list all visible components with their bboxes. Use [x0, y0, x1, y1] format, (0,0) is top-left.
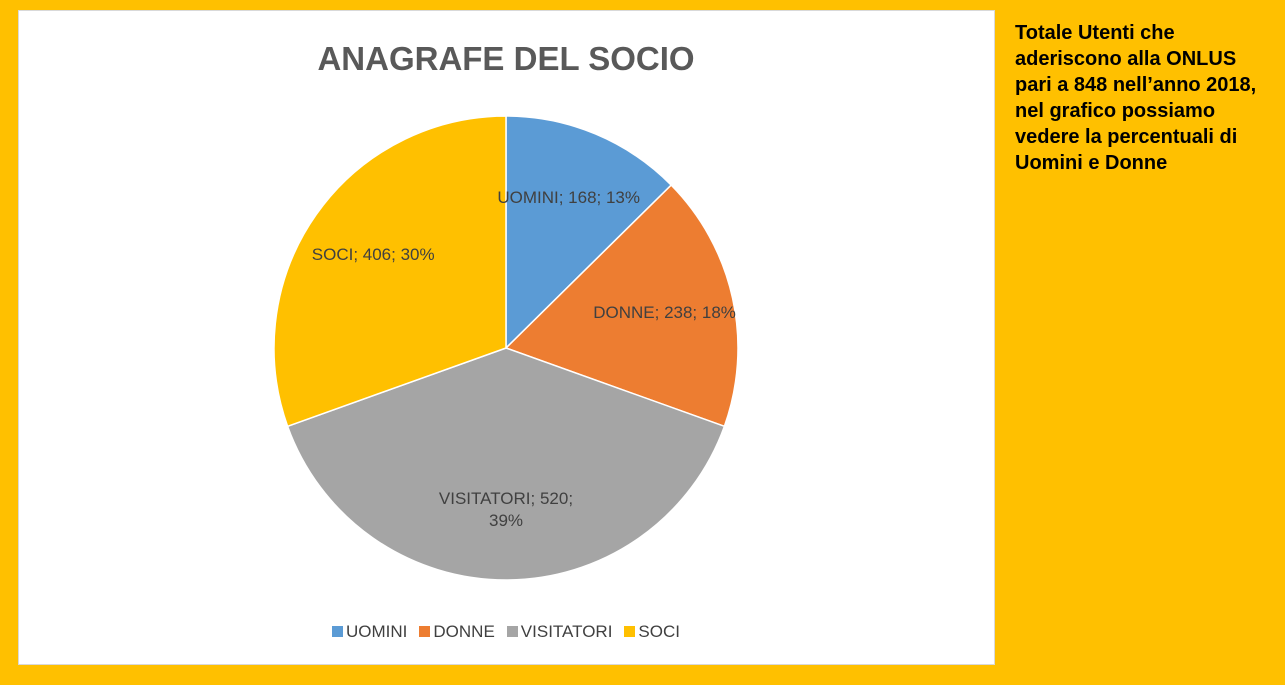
legend-swatch	[624, 626, 636, 637]
legend-swatch	[506, 626, 518, 637]
legend-swatch	[419, 626, 431, 637]
data-label: DONNE; 238; 18%	[593, 302, 736, 322]
annotation: Totale Utenti che aderiscono alla ONLUS …	[1015, 22, 1257, 174]
pie-slice	[505, 115, 673, 350]
chart	[273, 115, 739, 581]
legend-swatch	[332, 626, 343, 637]
chart-title: ANAGRAFE DEL SOCIO	[317, 40, 695, 77]
legend: UOMINI DONNE VISITATORI SOCI	[0, 622, 1012, 642]
legend-label: SOCI	[638, 622, 680, 641]
legend-item: UOMINI	[332, 622, 407, 642]
pie-slice	[504, 184, 739, 428]
legend-label: DONNE	[433, 622, 495, 641]
pie-slice	[286, 347, 726, 581]
data-label: VISITATORI; 520; 39%	[438, 489, 574, 531]
legend-item: VISITATORI	[506, 622, 613, 642]
data-label: UOMINI; 168; 13%	[497, 188, 640, 208]
pie-slice	[273, 115, 507, 428]
legend-item: DONNE	[419, 622, 495, 642]
legend-item: SOCI	[624, 622, 680, 642]
legend-label: VISITATORI	[520, 622, 613, 641]
data-label: SOCI; 406; 30%	[311, 244, 435, 264]
legend-label: UOMINI	[346, 622, 408, 641]
